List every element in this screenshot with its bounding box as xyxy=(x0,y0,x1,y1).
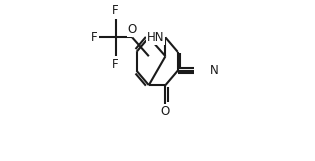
Text: F: F xyxy=(91,31,98,44)
Text: F: F xyxy=(112,58,119,71)
Text: F: F xyxy=(112,4,119,17)
Text: O: O xyxy=(128,23,137,36)
Text: HN: HN xyxy=(146,31,164,44)
Text: N: N xyxy=(210,64,219,77)
Text: O: O xyxy=(161,105,170,118)
